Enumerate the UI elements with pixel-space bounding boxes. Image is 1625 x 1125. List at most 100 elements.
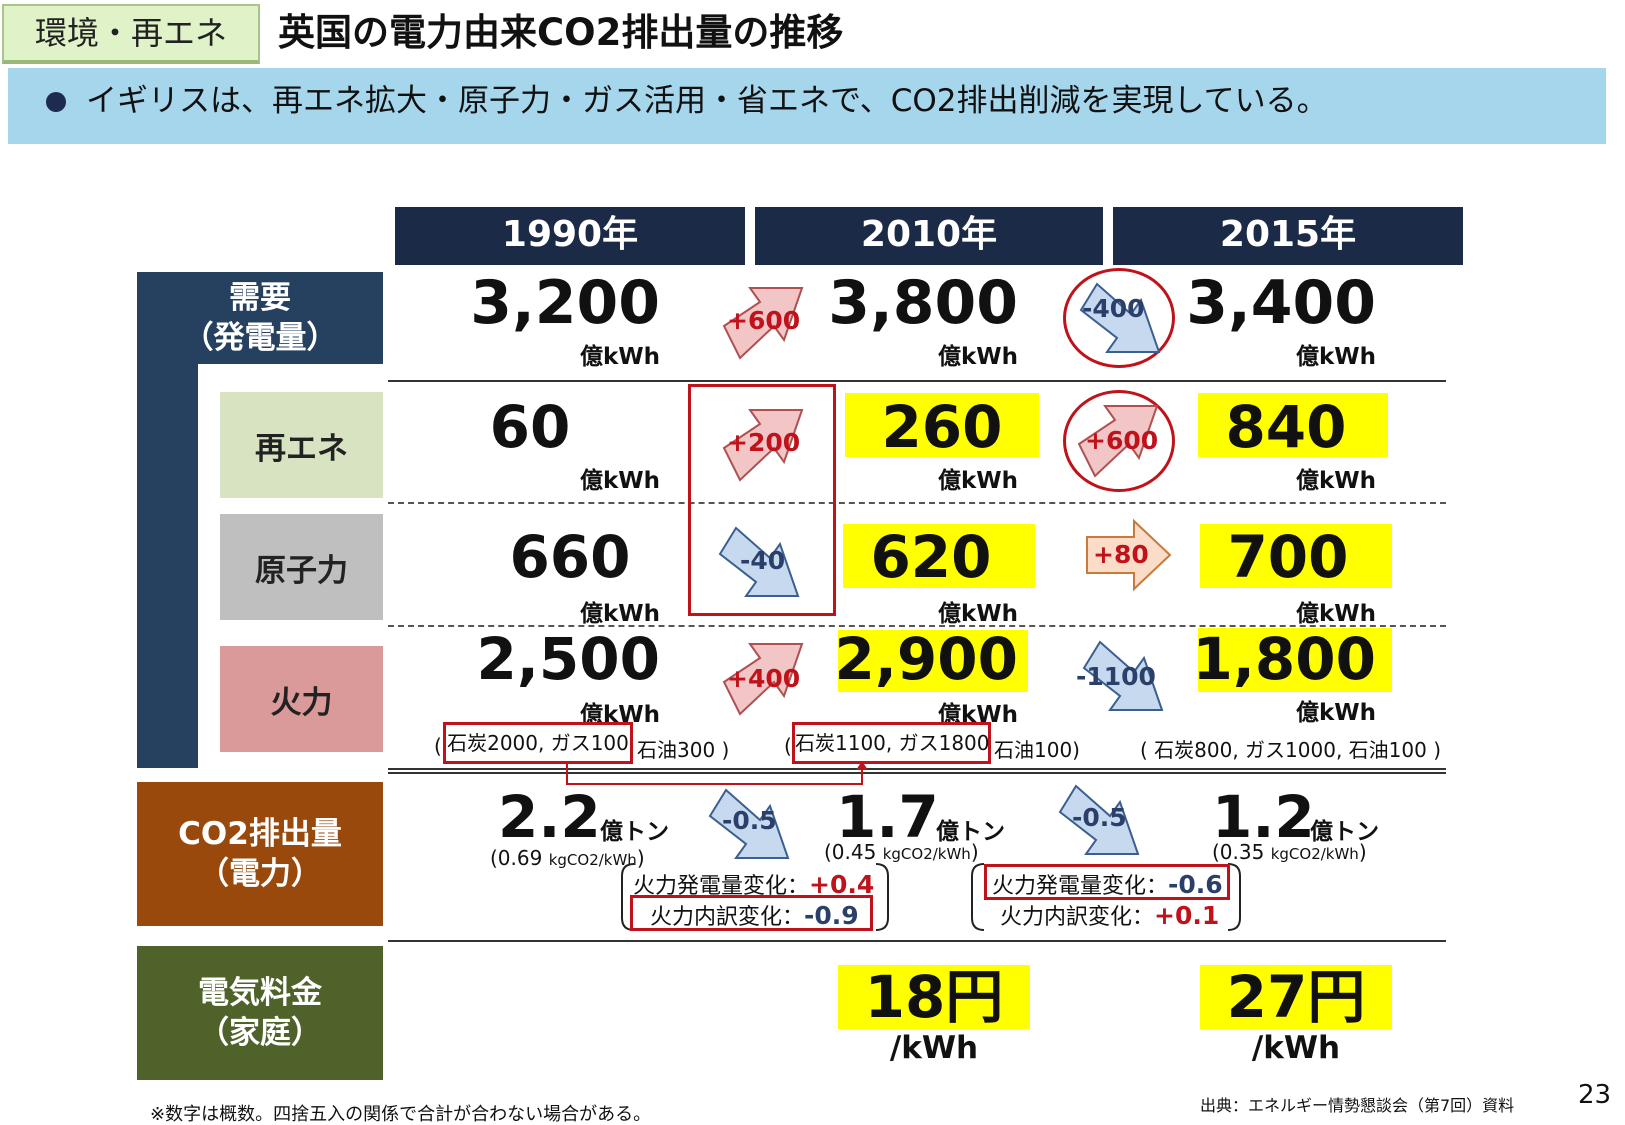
demand-change-2-circle (1063, 268, 1175, 368)
demand-label-bg (137, 272, 383, 364)
nuclear-2010-value: 620 (870, 523, 992, 591)
thermal-change-2: -1100 (1076, 662, 1156, 691)
fuel-connector (566, 761, 868, 785)
co2-change-2: -0.5 (1072, 803, 1127, 832)
thermal-decrease-arrow-icon (1082, 640, 1164, 711)
demand-decrease-arrow-icon (1079, 282, 1161, 353)
divider-demand (388, 380, 1446, 382)
renewable-2010-highlight (845, 393, 1039, 457)
thermal-increase-arrow-icon (722, 643, 804, 716)
divider-thermal-1 (388, 768, 1446, 770)
renewable-change-2-circle (1063, 390, 1175, 492)
nuclear-change-2: +80 (1093, 540, 1149, 569)
nuclear-increase-arrow-icon (1086, 518, 1172, 592)
breakdown-2-line-1: 火力発電量変化：-0.6 (992, 870, 1223, 899)
co2-2010-intensity: (0.45 kgCO2/kWh) (824, 840, 979, 864)
breakdown-2-line-2: 火力内訳変化：+0.1 (1000, 901, 1220, 930)
subtitle-text: イギリスは、再エネ拡大・原子力・ガス活用・省エネで、CO2排出削減を実現している… (86, 83, 1328, 119)
renewable-2010-value: 260 (881, 393, 1003, 461)
nuclear-2015-unit: 億kWh (1295, 601, 1376, 627)
nuclear-2015-value: 700 (1227, 523, 1349, 591)
fuel-2010-open: ( (784, 734, 792, 758)
demand-1990-value: 3,200 (470, 268, 660, 338)
co2-change-1: -0.5 (722, 806, 777, 835)
demand-1990-unit: 億kWh (579, 344, 660, 370)
page-title: 英国の電力由来CO2排出量の推移 (278, 11, 844, 54)
co2-2015-unit: 億トン (1310, 819, 1379, 845)
demand-label: 需要 （発電量） (182, 280, 338, 356)
price-2010-value: 18円 (864, 963, 1004, 1031)
demand-2010-unit: 億kWh (937, 344, 1018, 370)
fuel-1990-oil: 石油300 ) (637, 738, 730, 762)
breakdown-2-bracket (971, 863, 1241, 931)
renewable-1990-value: 60 (489, 393, 571, 461)
co2-decrease-arrow-icon (708, 788, 790, 859)
breakdown-2-highlight-box (984, 864, 1230, 900)
renewable-2015-highlight (1198, 393, 1388, 457)
year-header-1990: 1990年 (395, 207, 745, 265)
renewable-increase-arrow-icon (722, 409, 804, 482)
demand-2015-value: 3,400 (1186, 268, 1376, 338)
thermal-2010-value: 2,900 (834, 625, 1018, 693)
bullet-icon (46, 92, 66, 112)
co2-2015-value: 1.2 (1212, 783, 1315, 851)
year-header-2015: 2015年 (1113, 207, 1463, 265)
price-2015-highlight (1200, 965, 1392, 1029)
co2-1990-unit: 億トン (600, 819, 669, 845)
thermal-2010-highlight (838, 630, 1028, 692)
source-note: 出典：エネルギー情勢懇談会（第7回）資料 (1200, 1096, 1515, 1115)
price-2010-unit: /kWh (889, 1030, 979, 1066)
breakdown-1-line-1: 火力発電量変化：+0.4 (633, 870, 875, 899)
demand-bracket-bar (137, 364, 198, 768)
fuel-1990-open: ( (434, 734, 442, 758)
renewable-2015-value: 840 (1225, 393, 1347, 461)
nuclear-decrease-arrow-icon (718, 526, 800, 597)
price-2015-value: 27円 (1226, 963, 1366, 1031)
co2-2010-unit: 億トン (936, 819, 1005, 845)
thermal-label: 火力 (220, 646, 383, 752)
renewable-label: 再エネ (220, 392, 383, 498)
demand-increase-arrow-icon (722, 287, 804, 360)
renewable-1990-unit: 億kWh (579, 468, 660, 494)
demand-2010-value: 3,800 (828, 268, 1018, 338)
breakdown-1-highlight-box (630, 895, 873, 931)
thermal-2015-highlight (1198, 628, 1392, 692)
breakdown-1-line-2: 火力内訳変化：-0.9 (650, 901, 859, 930)
co2-2010-value: 1.7 (836, 783, 939, 851)
thermal-2015-unit: 億kWh (1295, 700, 1376, 726)
renewable-increase-arrow-2-icon (1077, 405, 1159, 478)
divider-thermal-2 (388, 772, 1446, 774)
demand-change-2: -400 (1082, 294, 1145, 323)
co2-2015-intensity: (0.35 kgCO2/kWh) (1212, 840, 1367, 864)
co2-label: CO2排出量 （電力） (137, 782, 383, 926)
footnote: ※数字は概数。四捨五入の関係で合計が合わない場合がある。 (150, 1104, 652, 1125)
thermal-change-1: +400 (727, 664, 801, 693)
price-label: 電気料金 （家庭） (137, 946, 383, 1080)
demand-change-1: +600 (727, 306, 801, 335)
co2-1990-intensity: (0.69 kgCO2/kWh) (490, 846, 645, 870)
fuel-2015: ( 石炭800, ガス1000, 石油100 ) (1140, 738, 1441, 762)
nuclear-2015-highlight (1200, 524, 1392, 588)
year-header-2010: 2010年 (755, 207, 1103, 265)
demand-2015-unit: 億kWh (1295, 344, 1376, 370)
nuclear-2010-highlight (843, 524, 1035, 588)
change-highlight-box (688, 384, 836, 616)
nuclear-1990-value: 660 (509, 523, 631, 591)
page-number: 23 (1578, 1080, 1612, 1110)
co2-decrease-arrow-2-icon (1058, 784, 1140, 855)
fuel-2010-coal-gas: 石炭1100, ガス1800 (792, 722, 991, 764)
divider-nuclear (388, 625, 1446, 627)
renewable-2015-unit: 億kWh (1295, 468, 1376, 494)
fuel-2010-oil: 石油100) (994, 738, 1080, 762)
nuclear-1990-unit: 億kWh (579, 601, 660, 627)
breakdown-1-bracket (621, 863, 889, 931)
subtitle-bar (8, 68, 1606, 144)
fuel-1990-coal-gas: 石炭2000, ガス100 (443, 722, 633, 764)
nuclear-change-1: -40 (740, 546, 786, 575)
co2-1990-value: 2.2 (498, 783, 601, 851)
price-2015-unit: /kWh (1251, 1030, 1341, 1066)
renewable-2010-unit: 億kWh (937, 468, 1018, 494)
divider-co2 (388, 940, 1446, 942)
renewable-change-2: +600 (1085, 426, 1159, 455)
thermal-1990-value: 2,500 (476, 625, 660, 693)
